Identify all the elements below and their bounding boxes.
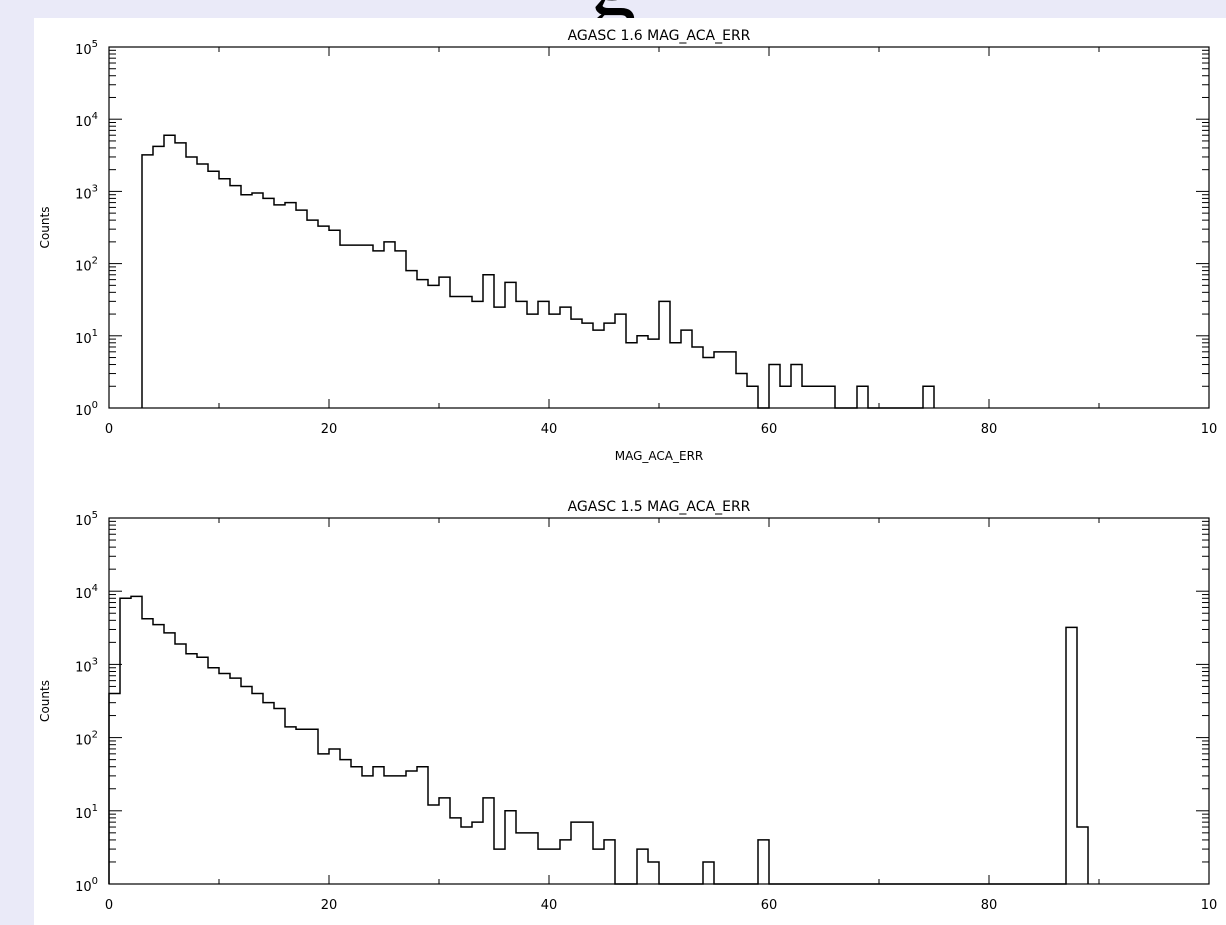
- y-tick-label: 101: [75, 803, 98, 822]
- x-tick-label: 40: [541, 422, 558, 437]
- plot-frame: [108, 517, 1210, 885]
- x-axis-label: MAG_ACA_ERR: [615, 449, 704, 463]
- y-tick-label: 103: [75, 656, 98, 675]
- y-tick-label: 101: [75, 328, 98, 347]
- histogram-figure: AGASC 1.6 MAG_ACA_ERR Counts MAG_ACA_ERR 0 2…: [34, 18, 1226, 925]
- histogram-series: [108, 595, 1089, 885]
- y-axis-label: Counts: [38, 680, 52, 722]
- y-tick-label: 102: [75, 730, 98, 749]
- x-tick-label: 20: [321, 422, 338, 437]
- histogram-series: [141, 134, 935, 409]
- x-tick-label: 40: [541, 898, 558, 913]
- x-tick-label: 80: [981, 422, 998, 437]
- y-tick-label: 105: [75, 510, 98, 529]
- y-tick-label: 104: [75, 111, 98, 130]
- y-tick-label: 103: [75, 183, 98, 202]
- y-tick-label: 104: [75, 583, 98, 602]
- histogram-panel-2: AGASC 1.5 MAG_ACA_ERRCountsMAG_ACA_ERR02…: [38, 499, 1218, 913]
- x-tick-label: 0: [105, 898, 113, 913]
- y-tick-label: 102: [75, 256, 98, 275]
- x-tick-label: 60: [761, 898, 778, 913]
- x-tick-label: 20: [321, 898, 338, 913]
- chart-canvas: AGASC 1.6 MAG_ACA_ERR Counts MAG_ACA_ERR 0 2…: [38, 28, 1218, 913]
- y-axis-label: Counts: [38, 207, 52, 249]
- x-tick-label: 80: [981, 898, 998, 913]
- chart-title: AGASC 1.6 MAG_ACA_ERR: [568, 28, 751, 44]
- x-tick-label: 0: [105, 422, 113, 437]
- y-tick-label: 100: [75, 400, 98, 419]
- chart-title: AGASC 1.5 MAG_ACA_ERR: [568, 499, 751, 515]
- histogram-panel-1: AGASC 1.6 MAG_ACA_ERR Counts MAG_ACA_ERR 0 2…: [38, 28, 1217, 463]
- y-tick-label: 100: [75, 876, 98, 895]
- x-tick-label: 10: [1201, 422, 1218, 437]
- y-tick-label: 105: [75, 39, 98, 58]
- x-tick-label: 60: [761, 422, 778, 437]
- x-tick-label: 10: [1201, 898, 1218, 913]
- plot-frame: [108, 46, 1210, 409]
